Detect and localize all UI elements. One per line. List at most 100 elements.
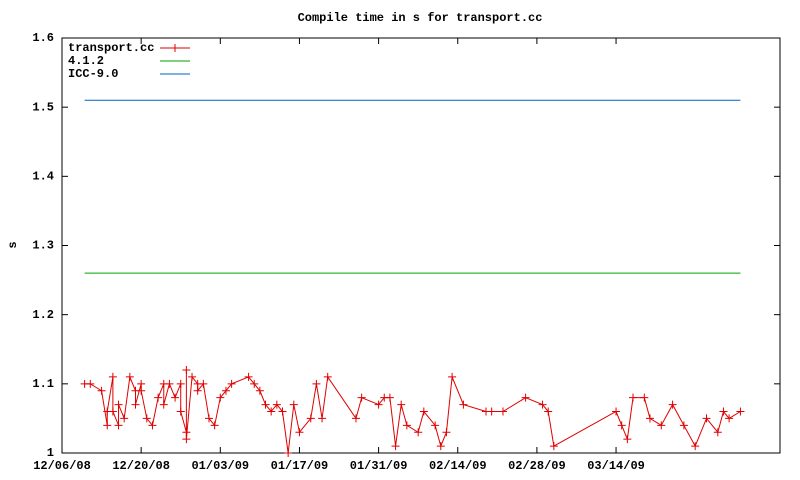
legend-label: 4.1.2 xyxy=(68,54,104,68)
point-marker xyxy=(86,379,95,388)
legend-label: ICC-9.0 xyxy=(68,67,118,81)
x-tick-label: 01/03/09 xyxy=(191,459,249,473)
point-marker xyxy=(323,372,332,381)
x-tick-label: 12/20/08 xyxy=(112,459,170,473)
point-marker xyxy=(487,407,496,416)
y-tick-label: 1.5 xyxy=(32,100,54,114)
point-marker xyxy=(114,400,123,409)
point-marker xyxy=(108,407,117,416)
point-marker xyxy=(351,414,360,423)
y-tick-label: 1.2 xyxy=(32,308,54,322)
point-marker xyxy=(736,407,745,416)
point-marker xyxy=(120,414,129,423)
point-marker xyxy=(719,407,728,416)
point-marker xyxy=(227,379,236,388)
point-marker xyxy=(702,414,711,423)
point-marker xyxy=(103,421,112,430)
point-marker xyxy=(645,414,654,423)
x-tick-label: 01/31/09 xyxy=(350,459,408,473)
point-marker xyxy=(414,428,423,437)
point-marker xyxy=(154,393,163,402)
point-marker xyxy=(402,421,411,430)
point-marker xyxy=(498,407,507,416)
point-marker xyxy=(244,372,253,381)
point-marker xyxy=(521,393,530,402)
point-marker xyxy=(176,379,185,388)
point-marker xyxy=(272,400,281,409)
point-marker xyxy=(261,400,270,409)
legend-marker xyxy=(171,44,179,52)
point-marker xyxy=(108,372,117,381)
point-marker xyxy=(374,400,383,409)
chart-title: Compile time in s for transport.cc xyxy=(298,11,543,25)
y-tick-label: 1.1 xyxy=(32,377,54,391)
point-marker xyxy=(385,393,394,402)
point-marker xyxy=(629,393,638,402)
point-marker xyxy=(295,428,304,437)
point-marker xyxy=(97,386,106,395)
y-axis-label: s xyxy=(6,241,20,248)
y-tick-label: 1.4 xyxy=(32,170,54,184)
point-marker xyxy=(623,435,632,444)
point-marker xyxy=(612,407,621,416)
point-marker xyxy=(216,393,225,402)
point-marker xyxy=(142,414,151,423)
point-marker xyxy=(544,407,553,416)
point-marker xyxy=(538,400,547,409)
point-marker xyxy=(318,414,327,423)
point-marker xyxy=(137,386,146,395)
point-marker xyxy=(188,372,197,381)
point-marker xyxy=(114,421,123,430)
point-marker xyxy=(448,372,457,381)
point-marker xyxy=(679,421,688,430)
point-marker xyxy=(250,379,259,388)
point-marker xyxy=(312,379,321,388)
x-tick-label: 01/17/09 xyxy=(271,459,329,473)
point-marker xyxy=(176,407,185,416)
point-marker xyxy=(549,442,558,451)
point-marker xyxy=(691,442,700,451)
point-marker xyxy=(357,393,366,402)
x-tick-label: 12/06/08 xyxy=(33,459,91,473)
point-marker xyxy=(284,449,293,457)
point-marker xyxy=(199,379,208,388)
x-tick-label: 02/14/09 xyxy=(429,459,487,473)
point-marker xyxy=(278,407,287,416)
point-marker xyxy=(210,421,219,430)
y-tick-label: 1.3 xyxy=(32,239,54,253)
point-marker xyxy=(657,421,666,430)
point-marker xyxy=(289,400,298,409)
point-marker xyxy=(182,428,191,437)
point-marker xyxy=(640,393,649,402)
point-marker xyxy=(436,442,445,451)
point-marker xyxy=(165,379,174,388)
x-tick-label: 03/14/09 xyxy=(587,459,645,473)
point-marker xyxy=(255,386,264,395)
point-marker xyxy=(431,421,440,430)
point-marker xyxy=(137,379,146,388)
point-marker xyxy=(725,414,734,423)
point-marker xyxy=(617,421,626,430)
point-marker xyxy=(182,435,191,444)
point-marker xyxy=(221,386,230,395)
y-tick-label: 1.6 xyxy=(32,31,54,45)
point-marker xyxy=(171,393,180,402)
point-marker xyxy=(148,421,157,430)
point-marker xyxy=(125,372,134,381)
point-marker xyxy=(419,407,428,416)
point-marker xyxy=(267,407,276,416)
y-tick-label: 1 xyxy=(47,446,54,460)
legend-label: transport.cc xyxy=(68,41,154,55)
point-marker xyxy=(442,428,451,437)
point-marker xyxy=(182,366,191,374)
point-marker xyxy=(668,400,677,409)
point-marker xyxy=(193,386,202,395)
point-marker xyxy=(459,400,468,409)
point-marker xyxy=(159,400,168,409)
point-marker xyxy=(713,428,722,437)
point-marker xyxy=(306,414,315,423)
x-tick-label: 02/28/09 xyxy=(508,459,566,473)
point-marker xyxy=(391,442,400,451)
